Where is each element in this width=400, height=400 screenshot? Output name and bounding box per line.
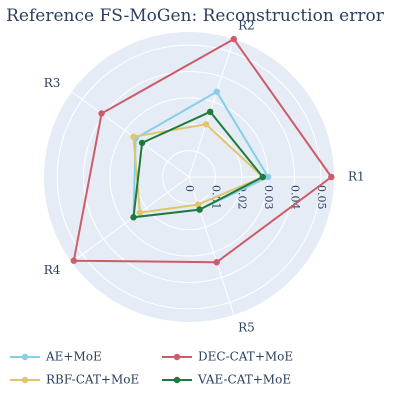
data-point: [213, 88, 220, 95]
axis-label-r1: R1: [348, 170, 365, 184]
axis-label-r2: R2: [238, 18, 255, 32]
data-point: [194, 201, 202, 208]
series-line-3: [132, 110, 264, 219]
data-point: [259, 173, 267, 181]
series-line-2: [132, 123, 264, 214]
legend-item: RBF-CAT+MoE: [10, 373, 139, 387]
data-point: [70, 257, 78, 264]
chart-title: Reference FS-MoGen: Reconstruction error: [6, 6, 385, 26]
axis-label-r3: R3: [44, 76, 61, 90]
data-point: [138, 139, 146, 147]
data-point: [206, 108, 214, 116]
axis-label-r4: R4: [44, 263, 61, 277]
legend-label: VAE-CAT+MoE: [197, 373, 291, 387]
data-point: [213, 259, 220, 266]
angular-gridline: [71, 176, 190, 263]
legend-label: AE+MoE: [45, 350, 102, 364]
angular-gridline: [71, 91, 190, 178]
data-point: [202, 121, 210, 128]
legend-item: AE+MoE: [10, 350, 102, 364]
radial-tick-label: 0.05: [315, 185, 328, 210]
legend-swatch-marker: [173, 353, 181, 361]
data-point: [328, 173, 335, 181]
data-point: [230, 35, 238, 43]
legend-swatch-marker: [173, 376, 181, 384]
legend-item: VAE-CAT+MoE: [162, 373, 291, 387]
legend-label: RBF-CAT+MoE: [46, 373, 139, 387]
series-line-1: [72, 38, 333, 264]
radial-tick-label: 0: [183, 185, 196, 192]
data-point: [98, 110, 105, 117]
data-point: [264, 173, 272, 181]
legend-swatch-marker: [21, 353, 29, 361]
angular-gridline: [188, 176, 235, 316]
angular-gridline: [188, 38, 235, 178]
legend-item: DEC-CAT+MoE: [162, 350, 293, 364]
legend-swatch-marker: [21, 376, 29, 384]
data-point: [196, 206, 203, 213]
radial-tick-label: 0.04: [288, 185, 301, 210]
data-point: [130, 214, 137, 221]
radial-tick-label: 0.03: [262, 185, 275, 210]
axis-label-r5: R5: [238, 321, 255, 335]
data-point: [130, 133, 137, 140]
data-point: [136, 209, 144, 216]
legend: AE+MoE DEC-CAT+MoE RBF-CAT+MoE VAE-CAT+MoE: [10, 350, 293, 387]
legend-label: DEC-CAT+MoE: [198, 350, 293, 364]
